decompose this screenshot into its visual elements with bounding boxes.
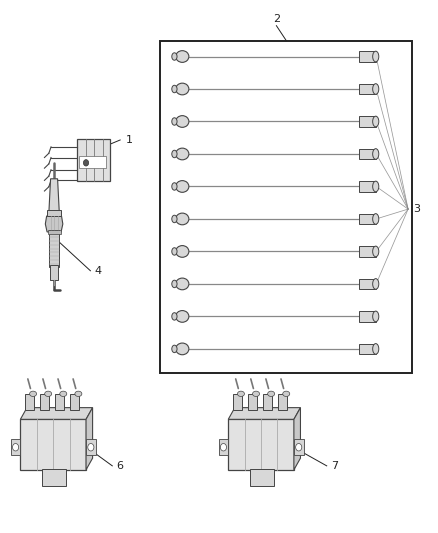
Polygon shape <box>86 408 92 470</box>
Ellipse shape <box>252 391 259 397</box>
Ellipse shape <box>282 391 289 397</box>
Bar <box>358 344 375 354</box>
Ellipse shape <box>175 246 188 257</box>
Bar <box>358 51 375 62</box>
Ellipse shape <box>372 149 378 159</box>
Text: 2: 2 <box>272 14 279 25</box>
Ellipse shape <box>171 345 177 353</box>
Bar <box>47 209 61 216</box>
Ellipse shape <box>175 343 188 355</box>
Bar <box>11 439 20 455</box>
Ellipse shape <box>45 391 52 397</box>
Ellipse shape <box>175 116 188 127</box>
Polygon shape <box>45 216 63 232</box>
Circle shape <box>88 443 94 451</box>
Bar <box>358 246 375 257</box>
Ellipse shape <box>171 53 177 60</box>
Bar <box>358 214 375 224</box>
Bar <box>358 84 375 94</box>
Circle shape <box>83 160 88 166</box>
Bar <box>358 279 375 289</box>
Ellipse shape <box>171 280 177 288</box>
Bar <box>50 265 58 280</box>
Bar <box>228 419 293 470</box>
Ellipse shape <box>171 183 177 190</box>
Ellipse shape <box>372 84 378 94</box>
Ellipse shape <box>175 278 188 290</box>
Ellipse shape <box>175 181 188 192</box>
Bar <box>247 394 256 410</box>
Ellipse shape <box>171 85 177 93</box>
Text: 1: 1 <box>125 135 132 145</box>
Ellipse shape <box>75 391 81 397</box>
Bar <box>20 419 86 470</box>
Circle shape <box>295 443 301 451</box>
Ellipse shape <box>372 214 378 224</box>
Bar <box>358 149 375 159</box>
Text: 3: 3 <box>412 204 419 214</box>
Circle shape <box>12 443 18 451</box>
Text: 4: 4 <box>95 266 102 276</box>
Bar <box>25 394 34 410</box>
Bar <box>47 230 60 233</box>
Ellipse shape <box>372 344 378 354</box>
Ellipse shape <box>372 116 378 127</box>
Ellipse shape <box>175 51 188 62</box>
Ellipse shape <box>175 148 188 160</box>
Ellipse shape <box>60 391 67 397</box>
Text: 7: 7 <box>330 461 337 471</box>
Bar <box>250 469 274 486</box>
Ellipse shape <box>171 248 177 255</box>
Bar <box>233 394 241 410</box>
Bar <box>86 439 95 455</box>
Ellipse shape <box>372 181 378 192</box>
Ellipse shape <box>29 391 36 397</box>
Ellipse shape <box>237 391 244 397</box>
Polygon shape <box>228 408 300 419</box>
Bar <box>160 41 411 373</box>
Ellipse shape <box>372 51 378 62</box>
Ellipse shape <box>171 313 177 320</box>
Ellipse shape <box>171 215 177 223</box>
Ellipse shape <box>372 311 378 322</box>
Ellipse shape <box>372 246 378 257</box>
Bar <box>42 469 66 486</box>
Circle shape <box>220 443 226 451</box>
Polygon shape <box>20 408 92 419</box>
Bar <box>77 139 110 181</box>
Polygon shape <box>49 179 59 213</box>
Bar <box>358 181 375 192</box>
Ellipse shape <box>267 391 274 397</box>
Bar <box>71 394 79 410</box>
Bar <box>40 394 49 410</box>
Bar <box>263 394 272 410</box>
Bar <box>358 311 375 322</box>
Ellipse shape <box>171 150 177 158</box>
Bar <box>49 230 59 266</box>
Ellipse shape <box>171 118 177 125</box>
Bar <box>55 394 64 410</box>
Bar <box>79 157 106 168</box>
Ellipse shape <box>175 83 188 95</box>
Bar <box>293 439 303 455</box>
Ellipse shape <box>372 279 378 289</box>
Polygon shape <box>293 408 300 470</box>
Bar <box>278 394 286 410</box>
Bar <box>218 439 228 455</box>
Text: 6: 6 <box>117 461 124 471</box>
Bar <box>358 116 375 127</box>
Ellipse shape <box>175 213 188 225</box>
Ellipse shape <box>175 311 188 322</box>
